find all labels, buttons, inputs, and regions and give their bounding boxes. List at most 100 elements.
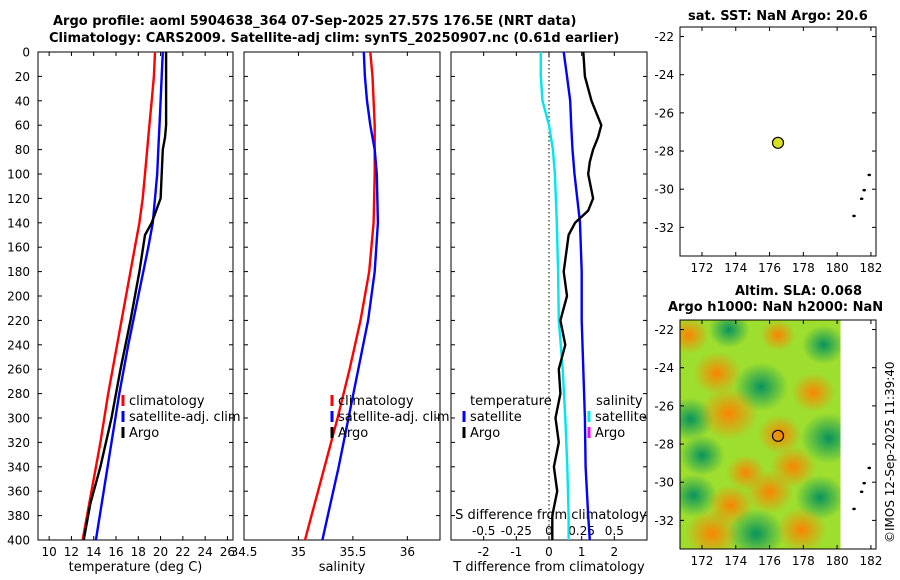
salinity-xtick-label: 36 <box>400 545 415 559</box>
sla-anomaly-blob <box>776 507 827 549</box>
difference-line-t-satellite <box>562 51 591 541</box>
temperature-xtick-label: 26 <box>220 545 235 559</box>
salinity-diff-tick-label: 0.25 <box>568 524 595 538</box>
sst-map: 172 174 176 178 180 182 -22 -24 -26 -28 -30 -32 <box>654 26 882 275</box>
diff-temperature-legend-label: satellite <box>470 410 522 425</box>
sla-anomaly-blob <box>680 320 710 354</box>
temperature-xtick-label: 12 <box>64 545 79 559</box>
salinity-diff-tick-label: -0.25 <box>501 524 532 538</box>
salinity-xtick-label: 35.5 <box>340 545 367 559</box>
sla-blob-layer <box>680 320 857 549</box>
temperature-xtick-label: 24 <box>198 545 213 559</box>
salinity-diff-tick-label: -0.5 <box>472 524 495 538</box>
sst-map-island <box>852 214 856 218</box>
temperature-line-satellite-adj-clim <box>94 51 164 541</box>
diff-salinity-legend-title: salinity <box>596 394 643 409</box>
temperature-xtick-label: 18 <box>131 545 146 559</box>
sst-map-xtick-label: 174 <box>724 261 747 275</box>
temperature-legend-label: Argo <box>129 426 159 441</box>
depth-tick-label: 340 <box>7 460 30 474</box>
sst-map-island <box>867 173 872 177</box>
sla-no-data-region <box>840 320 876 549</box>
depth-tick-label: 120 <box>7 192 30 206</box>
temperature-xtick-label: 14 <box>86 545 101 559</box>
depth-tick-label: 240 <box>7 338 30 352</box>
difference-xtick-label: -2 <box>478 545 490 559</box>
sst-map-xtick-label: 180 <box>826 261 849 275</box>
temperature-xlabel: temperature (deg C) <box>69 560 203 575</box>
sla-map-island <box>862 481 866 485</box>
salinity-xtick-label: 35 <box>291 545 306 559</box>
sla-map-island <box>852 507 856 511</box>
sst-map-ytick-label: -22 <box>654 30 674 44</box>
salinity-xlabel: salinity <box>319 560 366 575</box>
sla-field <box>680 320 857 549</box>
salinity-panel: 34.5 35 35.5 36 salinity climatologysatellite… <box>231 51 450 575</box>
temperature-xtick-label: 10 <box>42 545 57 559</box>
sla-map-ytick-label: -22 <box>654 323 674 337</box>
sla-map-xtick-label: 174 <box>724 554 747 568</box>
diff-temperature-legend-label: Argo <box>470 426 500 441</box>
depth-tick-label: 180 <box>7 265 30 279</box>
sla-map-title-line1: Altim. SLA: 0.068 <box>735 284 862 299</box>
sst-map-ytick-label: -26 <box>654 106 674 120</box>
diff-salinity-legend-label: satellite <box>595 410 647 425</box>
sla-map-ytick-label: -28 <box>654 438 674 452</box>
difference-panel: -2 -1 0 1 2-0.5 -0.25 0 0.25 0.5S difference fro… <box>450 51 648 575</box>
sla-map-xtick-label: 182 <box>859 554 882 568</box>
sla-anomaly-blob <box>708 320 750 349</box>
sla-map: 172 174 176 178 180 182 -22 -24 -26 -28 -30 -32 <box>654 319 882 568</box>
diff-salinity-legend-label: Argo <box>595 426 625 441</box>
sla-map-title-line2: Argo h1000: NaN h2000: NaN <box>668 300 884 315</box>
salinity-xtick-label: 34.5 <box>231 545 258 559</box>
difference-xtick-label: 2 <box>611 545 619 559</box>
difference-line-s-satellite <box>539 52 570 540</box>
depth-tick-label: 100 <box>7 168 30 182</box>
sla-map-xtick-label: 178 <box>792 554 815 568</box>
depth-tick-label: 380 <box>7 509 30 523</box>
sla-anomaly-blob <box>791 372 836 413</box>
temperature-xtick-label: 16 <box>108 545 123 559</box>
temperature-xtick-label: 20 <box>153 545 168 559</box>
depth-tick-label: 60 <box>15 119 30 133</box>
salinity-legend-label: Argo <box>338 426 368 441</box>
sla-anomaly-blob <box>745 470 794 514</box>
sla-map-island <box>867 466 872 470</box>
figure-title-line1: Argo profile: aoml 5904638_364 07-Sep-20… <box>53 14 577 29</box>
salinity-line-climatology <box>303 51 376 541</box>
sst-map-ytick-label: -30 <box>654 183 674 197</box>
sla-map-ytick-label: -24 <box>654 361 674 375</box>
sst-map-island <box>859 197 864 201</box>
temperature-legend-label: satellite-adj. clim <box>129 410 241 425</box>
sla-map-xtick-label: 172 <box>691 554 714 568</box>
sla-float-marker <box>771 429 785 442</box>
salinity-axes <box>243 51 441 541</box>
sla-anomaly-blob <box>699 387 759 440</box>
sla-map-axes <box>679 319 877 550</box>
sla-map-ytick-label: -26 <box>654 399 674 413</box>
temperature-diff-xlabel: T difference from climatology <box>452 560 645 575</box>
sst-map-xtick-label: 178 <box>792 261 815 275</box>
sla-anomaly-blob <box>684 509 740 549</box>
sst-map-ytick-label: -32 <box>654 221 674 235</box>
temperature-panel: 0 20 40 60 80 100 120 140 160 180 200 220 240 260 280 3… <box>7 46 241 576</box>
depth-tick-label: 300 <box>7 412 30 426</box>
figure-title-line2: Climatology: CARS2009. Satellite-adj cli… <box>49 31 620 46</box>
sst-map-ytick-label: -24 <box>654 68 674 82</box>
depth-tick-label: 140 <box>7 216 30 230</box>
difference-xtick-label: -1 <box>510 545 522 559</box>
sst-map-title: sat. SST: NaN Argo: 20.6 <box>688 9 868 24</box>
diff-temperature-legend-title: temperature <box>470 394 552 409</box>
sst-map-xtick-label: 176 <box>758 261 781 275</box>
sst-map-island <box>862 188 866 192</box>
sla-map-ytick-label: -30 <box>654 476 674 490</box>
depth-tick-label: 360 <box>7 485 30 499</box>
salinity-line-satellite-adj-clim <box>321 51 380 541</box>
depth-tick-label: 320 <box>7 436 30 450</box>
sst-map-xtick-label: 182 <box>859 261 882 275</box>
sla-anomaly-blob <box>757 414 802 455</box>
salinity-diff-tick-label: 0 <box>545 524 553 538</box>
difference-xtick-label: 0 <box>545 545 553 559</box>
sla-anomaly-blob <box>801 325 846 365</box>
